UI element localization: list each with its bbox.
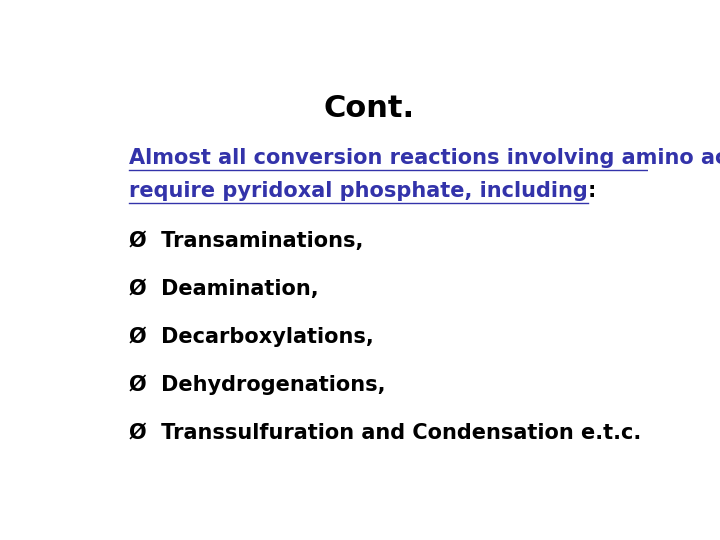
Text: Ø  Transsulfuration and Condensation e.t.c.: Ø Transsulfuration and Condensation e.t.… bbox=[129, 422, 642, 442]
Text: Ø  Dehydrogenations,: Ø Dehydrogenations, bbox=[129, 375, 386, 395]
Text: require pyridoxal phosphate, including: require pyridoxal phosphate, including bbox=[129, 181, 588, 201]
Text: Ø  Decarboxylations,: Ø Decarboxylations, bbox=[129, 327, 374, 347]
Text: Ø  Transaminations,: Ø Transaminations, bbox=[129, 231, 364, 251]
Text: Cont.: Cont. bbox=[323, 94, 415, 123]
Text: require pyridoxal phosphate, including: require pyridoxal phosphate, including bbox=[129, 181, 588, 201]
Text: Almost all conversion reactions involving amino acids: Almost all conversion reactions involvin… bbox=[129, 148, 720, 168]
Text: :: : bbox=[588, 181, 596, 201]
Text: Ø  Deamination,: Ø Deamination, bbox=[129, 279, 319, 299]
